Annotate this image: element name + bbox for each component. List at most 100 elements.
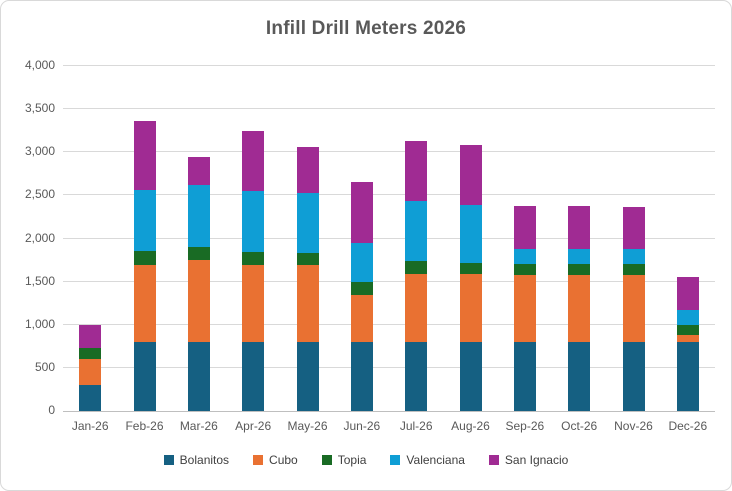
bar-segment-valenciana: [187, 185, 210, 248]
gridline: [63, 366, 715, 368]
x-axis: Jan-26 Feb-26 Mar-26 Apr-26 May-26 Jun-26 Jul-…: [63, 419, 715, 435]
bar-segment-bolanitos: [350, 342, 373, 411]
gridline: [63, 108, 715, 110]
bar-stack-may-26: [296, 66, 319, 411]
bar-segment-cubo: [133, 265, 156, 342]
x-tick-label: May-26: [287, 419, 328, 433]
bar-segment-san-ignacio: [242, 130, 265, 192]
bar-segment-cubo: [242, 265, 265, 342]
y-tick-label: 0: [48, 403, 55, 417]
legend-label: Topia: [337, 453, 367, 467]
bar-segment-cubo: [187, 260, 210, 342]
bar-segment-bolanitos: [622, 342, 645, 411]
bar-segment-cubo: [296, 265, 319, 342]
bar-segment-topia: [676, 324, 699, 336]
bar-segment-topia: [513, 263, 536, 275]
y-axis: 0 500 1,000 1,500 2,000 2,500 3,000 3,500 4,000: [1, 58, 55, 417]
bar-segment-bolanitos: [296, 342, 319, 411]
bar-stack-oct-26: [568, 66, 591, 411]
bar-stack-aug-26: [459, 66, 482, 411]
bar-segment-bolanitos: [242, 342, 265, 411]
x-tick-label: Jun-26: [343, 419, 381, 433]
bar-segment-topia: [187, 247, 210, 261]
bar-segment-cubo: [513, 274, 536, 342]
bar-segment-topia: [622, 263, 645, 275]
legend-label: San Ignacio: [504, 453, 569, 467]
y-tick-label: 1,000: [24, 316, 55, 331]
bar-stack-sep-26: [513, 66, 536, 411]
bar-segment-cubo: [405, 273, 428, 342]
bar-segment-cubo: [676, 335, 699, 342]
gridline: [63, 65, 715, 66]
bar-segment-valenciana: [242, 191, 265, 253]
legend-swatch-icon: [488, 455, 499, 465]
x-tick-label: Jul-26: [399, 419, 433, 433]
legend-item-cubo: Cubo: [253, 453, 298, 467]
legend-item-san-ignacio: San Ignacio: [488, 453, 569, 467]
y-tick-label: 1,500: [24, 273, 55, 288]
legend-label: Valenciana: [406, 453, 465, 467]
bar-segment-bolanitos: [79, 385, 102, 411]
bar-segment-san-ignacio: [79, 324, 102, 349]
gridline: [63, 280, 715, 282]
bar-segment-topia: [405, 260, 428, 274]
bar-segment-bolanitos: [187, 342, 210, 411]
bar-stack-apr-26: [242, 66, 265, 411]
bar-segment-cubo: [459, 273, 482, 342]
bar-segment-san-ignacio: [513, 205, 536, 249]
legend-label: Cubo: [269, 453, 298, 467]
y-tick-label: 2,500: [24, 187, 55, 202]
x-tick-label: Sep-26: [505, 419, 545, 433]
bar-segment-san-ignacio: [622, 206, 645, 249]
bar-segment-bolanitos: [513, 342, 536, 411]
y-tick-label: 4,000: [24, 58, 55, 72]
bar-segment-san-ignacio: [405, 141, 428, 202]
bar-segment-topia: [296, 253, 319, 266]
bar-stack-feb-26: [133, 66, 156, 411]
legend-item-valenciana: Valenciana: [390, 453, 465, 467]
bar-segment-topia: [459, 262, 482, 274]
bar-segment-san-ignacio: [296, 147, 319, 193]
bar-segment-valenciana: [459, 204, 482, 263]
bar-segment-valenciana: [133, 190, 156, 251]
bar-segment-san-ignacio: [676, 277, 699, 311]
plot-area: [63, 65, 715, 412]
bar-segment-bolanitos: [568, 342, 591, 411]
bar-segment-valenciana: [350, 242, 373, 282]
legend-swatch-icon: [163, 455, 174, 465]
y-tick-label: 2,000: [24, 230, 55, 245]
legend-item-topia: Topia: [321, 453, 367, 467]
y-tick-label: 3,000: [24, 144, 55, 159]
x-axis-line: [63, 411, 715, 412]
bar-segment-topia: [568, 263, 591, 275]
bar-segment-cubo: [350, 294, 373, 342]
bar-segment-cubo: [622, 274, 645, 342]
x-tick-label: Feb-26: [125, 419, 164, 433]
bar-segment-bolanitos: [676, 342, 699, 411]
x-tick-label: Apr-26: [235, 419, 272, 433]
x-tick-label: Mar-26: [179, 419, 218, 433]
legend-swatch-icon: [253, 455, 264, 465]
bar-segment-cubo: [79, 359, 102, 386]
chart-title: Infill Drill Meters 2026: [265, 18, 467, 39]
legend: Bolanitos Cubo Topia Valenciana San Ignacio: [1, 453, 731, 467]
bar-segment-bolanitos: [405, 342, 428, 411]
bar-segment-cubo: [568, 274, 591, 342]
bar-stack-nov-26: [622, 66, 645, 411]
bar-segment-bolanitos: [459, 342, 482, 411]
bar-segment-san-ignacio: [459, 145, 482, 205]
y-tick-label: 500: [34, 359, 55, 374]
x-tick-label: Jan-26: [71, 419, 109, 433]
x-tick-label: Dec-26: [668, 419, 708, 433]
legend-label: Bolanitos: [179, 453, 230, 467]
bar-stack-jul-26: [405, 66, 428, 411]
bar-segment-bolanitos: [133, 342, 156, 411]
x-tick-label: Nov-26: [614, 419, 653, 433]
y-tick-label: 3,500: [24, 101, 55, 116]
bar-segment-valenciana: [405, 201, 428, 261]
bar-segment-valenciana: [296, 192, 319, 254]
bar-segment-san-ignacio: [568, 205, 591, 249]
bar-stack-jan-26: [79, 66, 102, 411]
gridline: [63, 194, 715, 196]
bar-stack-dec-26: [676, 66, 699, 411]
